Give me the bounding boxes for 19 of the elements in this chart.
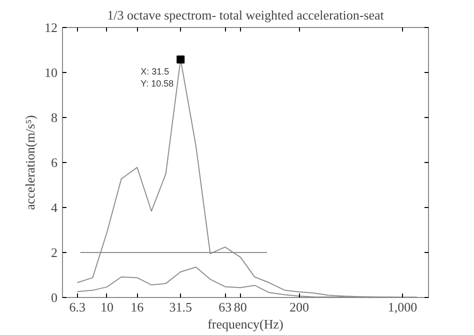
- x-tick-label: 6.3: [69, 300, 86, 314]
- y-tick-label: 8: [51, 110, 58, 125]
- y-tick-label: 4: [51, 200, 58, 215]
- x-tick-label: 10: [100, 300, 114, 314]
- x-tick-label: 200: [289, 300, 309, 314]
- y-tick-label: 0: [51, 290, 58, 305]
- y-axis-title: acceleration(m/s⁵): [22, 115, 38, 210]
- y-tick-label: 10: [44, 65, 58, 80]
- y-tick-label: 2: [51, 245, 58, 260]
- x-tick-label: 1,000: [388, 300, 418, 314]
- y-tick-label: 12: [44, 20, 58, 35]
- y-tick-label: 6: [51, 155, 58, 170]
- x-tick-label: 31.5: [169, 300, 192, 314]
- x-tick-label: 80: [234, 300, 247, 314]
- chart-title: 1/3 octave spectrom- total weighted acceleration-seat: [107, 8, 384, 22]
- annotation: X: 31.5 Y: 10.58: [140, 66, 174, 88]
- x-tick-label: 63: [218, 300, 232, 314]
- x-axis-title: frequency(Hz): [208, 316, 284, 332]
- x-tick-label: 16: [130, 300, 144, 314]
